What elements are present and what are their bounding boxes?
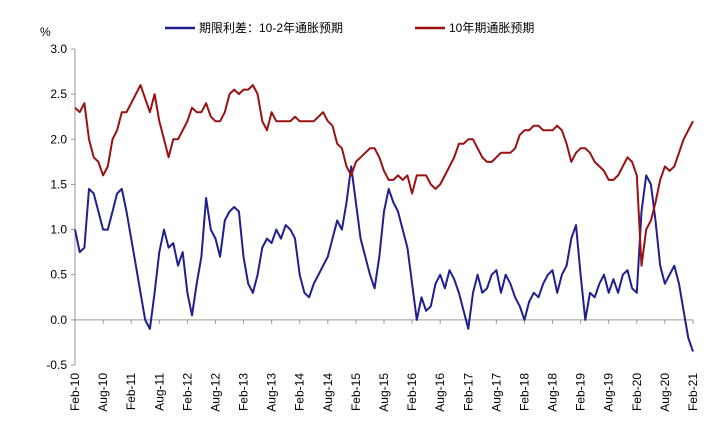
x-tick-label: Aug-20 xyxy=(658,373,672,412)
y-tick-label: 1.0 xyxy=(50,223,67,237)
x-tick-label: Aug-18 xyxy=(546,373,560,412)
series-line xyxy=(74,165,694,352)
x-tick-label: Feb-17 xyxy=(461,373,475,411)
y-tick-label: 1.5 xyxy=(50,177,67,191)
x-tick-label: Feb-15 xyxy=(349,373,363,411)
x-tick-label: Feb-10 xyxy=(68,373,82,411)
y-tick-label: 0.5 xyxy=(50,268,67,282)
y-tick-label: 2.5 xyxy=(50,87,67,101)
x-tick-label: Aug-17 xyxy=(489,373,503,412)
y-unit: % xyxy=(40,25,51,39)
x-tick-label: Feb-13 xyxy=(237,373,251,411)
x-tick-label: Feb-16 xyxy=(405,373,419,411)
legend-label: 期限利差：10-2年通胀预期 xyxy=(199,21,343,35)
x-tick-label: Aug-12 xyxy=(208,373,222,412)
x-tick-label: Feb-12 xyxy=(180,373,194,411)
x-tick-label: Aug-16 xyxy=(433,373,447,412)
x-tick-label: Feb-11 xyxy=(124,373,138,410)
x-tick-label: Feb-21 xyxy=(686,373,700,411)
x-tick-label: Aug-15 xyxy=(377,373,391,412)
x-tick-label: Aug-10 xyxy=(96,373,110,412)
y-tick-label: 0.0 xyxy=(50,313,67,327)
series-line xyxy=(74,84,694,267)
x-tick-label: Aug-13 xyxy=(265,373,279,412)
y-tick-label: -0.5 xyxy=(46,358,67,372)
x-tick-label: Feb-18 xyxy=(517,373,531,411)
y-tick-label: 2.0 xyxy=(50,132,67,146)
x-tick-label: Aug-19 xyxy=(602,373,616,412)
x-tick-label: Feb-19 xyxy=(574,373,588,411)
x-tick-label: Aug-11 xyxy=(152,373,166,411)
y-tick-label: 3.0 xyxy=(50,42,67,56)
x-tick-label: Aug-14 xyxy=(321,373,335,412)
x-tick-label: Feb-20 xyxy=(630,373,644,411)
legend-label: 10年期通胀预期 xyxy=(449,21,534,35)
x-tick-label: Feb-14 xyxy=(293,373,307,411)
